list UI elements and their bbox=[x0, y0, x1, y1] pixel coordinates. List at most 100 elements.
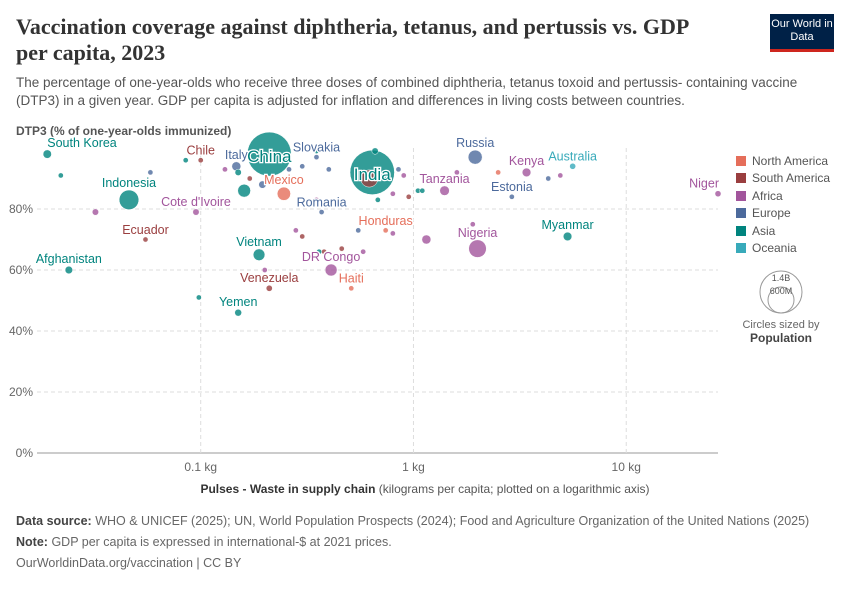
legend-swatch bbox=[736, 208, 746, 219]
x-axis-label: Pulses - Waste in supply chain (kilogram… bbox=[0, 482, 850, 496]
legend-item[interactable]: Asia bbox=[736, 222, 830, 240]
data-label: DR Congo bbox=[302, 250, 360, 264]
data-label: Niger bbox=[689, 177, 719, 191]
legend-label: North America bbox=[752, 153, 829, 168]
data-point bbox=[258, 180, 267, 189]
data-point-dr-congo bbox=[324, 263, 338, 277]
size-circle-small bbox=[767, 286, 795, 314]
legend-swatch bbox=[736, 190, 746, 201]
legend-label: South America bbox=[752, 171, 831, 186]
data-point-myanmar bbox=[563, 231, 573, 242]
legend-item[interactable]: North America bbox=[736, 152, 830, 170]
chart-title: Vaccination coverage against diphtheria,… bbox=[16, 14, 689, 65]
data-label: Estonia bbox=[491, 180, 533, 194]
data-label: Mexico bbox=[264, 173, 304, 187]
data-label: Ecuador bbox=[122, 223, 169, 237]
data-label: Nigeria bbox=[458, 226, 498, 240]
source-text: WHO & UNICEF (2025); UN, World Populatio… bbox=[95, 514, 810, 528]
legend-item[interactable]: Africa bbox=[736, 187, 830, 205]
note-text: GDP per capita is expressed in internati… bbox=[51, 535, 392, 549]
x-tick-label: 10 kg bbox=[612, 460, 641, 474]
data-label: Italy bbox=[225, 148, 249, 162]
data-point bbox=[338, 245, 345, 252]
data-label: Vietnam bbox=[236, 235, 282, 249]
data-label: Cote d'Ivoire bbox=[161, 195, 231, 209]
data-point bbox=[405, 193, 412, 200]
size-legend-circles: 1.4B 600M bbox=[759, 270, 803, 314]
data-point bbox=[355, 227, 362, 234]
legend-label: Asia bbox=[752, 223, 776, 238]
legend-label: Africa bbox=[752, 188, 783, 203]
data-label: Myanmar bbox=[542, 218, 594, 232]
data-point bbox=[400, 172, 407, 179]
data-point bbox=[182, 157, 189, 164]
data-point bbox=[395, 166, 402, 173]
x-axis-label-variable: Pulses - Waste in supply chain bbox=[200, 482, 376, 496]
data-point bbox=[360, 169, 379, 188]
data-point-indonesia bbox=[118, 189, 140, 210]
data-point bbox=[234, 168, 242, 176]
legend: North America South America Africa Europe As… bbox=[736, 152, 830, 257]
data-point bbox=[313, 197, 320, 203]
data-point bbox=[360, 248, 367, 255]
data-label: Russia bbox=[456, 136, 494, 150]
credit-link[interactable]: OurWorldinData.org/vaccination | CC BY bbox=[16, 556, 242, 570]
data-point bbox=[313, 148, 320, 154]
legend-swatch bbox=[736, 155, 746, 166]
data-label: Romania bbox=[297, 195, 347, 209]
y-tick-label: 0% bbox=[16, 446, 34, 460]
data-point bbox=[390, 230, 396, 237]
data-point-australia bbox=[569, 163, 576, 170]
data-label: Kenya bbox=[509, 154, 544, 168]
data-point bbox=[390, 190, 396, 197]
data-point-romania bbox=[318, 209, 325, 215]
data-point bbox=[246, 175, 253, 182]
data-point-niger bbox=[714, 190, 722, 198]
y-tick-label: 60% bbox=[9, 263, 33, 277]
data-point bbox=[91, 208, 99, 216]
data-label: Afghanistan bbox=[36, 252, 102, 266]
data-label: Indonesia bbox=[102, 176, 156, 190]
data-label: Slovakia bbox=[293, 141, 340, 155]
data-point bbox=[261, 267, 268, 273]
data-point bbox=[316, 248, 322, 255]
data-point bbox=[325, 166, 332, 173]
data-point-china bbox=[247, 131, 292, 177]
note-label: Note: bbox=[16, 535, 48, 549]
data-point bbox=[299, 233, 306, 240]
data-point bbox=[57, 172, 64, 179]
x-tick-label: 0.1 kg bbox=[184, 460, 217, 474]
data-point bbox=[374, 197, 381, 203]
data-point-cote-d-ivoire bbox=[192, 208, 200, 216]
data-label: South Korea bbox=[47, 136, 117, 150]
x-tick-label: 1 kg bbox=[402, 460, 425, 474]
data-point-south-korea bbox=[42, 149, 52, 159]
legend-item[interactable]: Europe bbox=[736, 205, 830, 223]
legend-item[interactable]: South America bbox=[736, 170, 830, 188]
legend-swatch bbox=[736, 173, 746, 184]
size-legend: 1.4B 600M Circles sized by Population bbox=[736, 266, 826, 345]
data-label: Haiti bbox=[339, 272, 364, 286]
data-point-chile bbox=[197, 157, 204, 164]
data-point-yemen bbox=[234, 308, 242, 317]
data-label: Chile bbox=[186, 144, 215, 158]
owid-logo[interactable]: Our World in Data bbox=[770, 14, 834, 52]
size-label-small: 600M bbox=[770, 286, 793, 296]
data-point bbox=[421, 234, 432, 245]
legend-item[interactable]: Oceania bbox=[736, 240, 830, 258]
data-label: India bbox=[354, 165, 391, 184]
data-point-slovakia bbox=[313, 154, 320, 160]
data-point bbox=[469, 221, 476, 228]
data-point bbox=[557, 172, 564, 179]
data-point-nigeria bbox=[468, 239, 487, 258]
size-label-large: 1.4B bbox=[772, 273, 791, 283]
x-axis-label-unit: (kilograms per capita; plotted on a loga… bbox=[375, 482, 650, 496]
legend-label: Europe bbox=[752, 206, 791, 221]
y-axis-label: DTP3 (% of one-year-olds immunized) bbox=[16, 124, 232, 138]
data-point bbox=[454, 169, 460, 176]
size-variable: Population bbox=[750, 331, 812, 345]
data-point bbox=[293, 227, 299, 234]
data-point-mexico bbox=[276, 186, 291, 201]
data-point-haiti bbox=[348, 285, 355, 292]
